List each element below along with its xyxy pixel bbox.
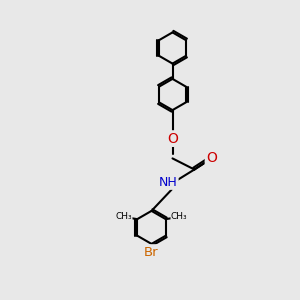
Text: CH₃: CH₃ <box>171 212 188 221</box>
Text: NH: NH <box>159 176 177 189</box>
Text: CH₃: CH₃ <box>116 212 132 221</box>
Text: Br: Br <box>144 245 159 259</box>
Text: O: O <box>167 132 178 145</box>
Text: O: O <box>206 152 217 165</box>
